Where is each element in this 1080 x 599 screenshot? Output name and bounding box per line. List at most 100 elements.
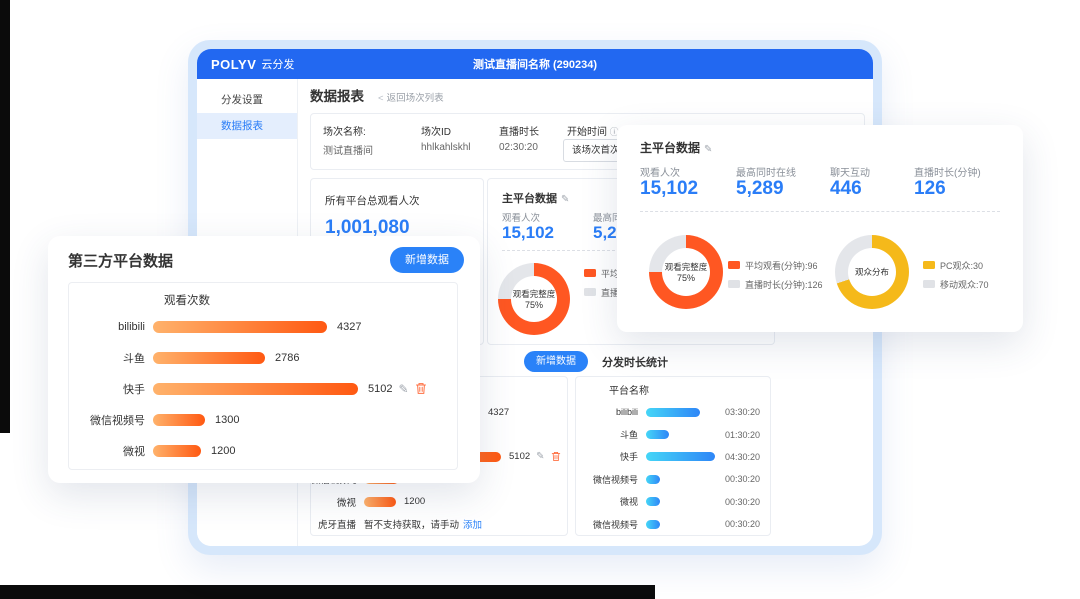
views-bar-row: 微视 1200 — [69, 435, 457, 466]
time-bar — [646, 474, 660, 484]
bar-value: 1200 — [211, 444, 236, 457]
bar-label: 微信视频号 — [592, 474, 638, 485]
stat-label: 聊天互动 — [830, 168, 870, 179]
completion-donut-overlay: 观看完整度 75% — [649, 235, 723, 309]
delete-icon[interactable] — [415, 382, 427, 395]
time-chart-header: 平台名称 — [609, 386, 649, 397]
duration-label: 直播时长 — [499, 127, 539, 138]
legend-item: PC观众:30 — [923, 259, 989, 271]
main-platform-title-overlay: 主平台数据 ✎ — [640, 141, 713, 155]
stat-value: 5,289 — [736, 178, 784, 199]
left-black-bar — [0, 0, 10, 433]
stat-value: 15,102 — [502, 223, 554, 242]
bar-label: 微视 — [123, 445, 145, 458]
brand-suffix: 云分发 — [261, 59, 295, 71]
bar-value: 4327 — [337, 320, 362, 333]
stat-label: 最高同时在线 — [736, 168, 796, 179]
bar-value: 1300 — [215, 413, 240, 426]
stat-value: 126 — [914, 178, 946, 199]
stat-value: 15,102 — [640, 178, 699, 199]
legend-label: 平均观看(分钟):96 — [745, 260, 818, 271]
legend-swatch — [728, 261, 740, 269]
views-bar — [153, 382, 358, 395]
stat-label: 观看人次 — [640, 168, 680, 179]
legend-item: 平均观看(分钟):96 — [728, 259, 823, 271]
time-bar-row: 微信视频号 00:30:20 — [576, 513, 770, 535]
donut-center-label: 观众分布 — [854, 267, 889, 277]
stat-label: 直播时长(分钟) — [914, 168, 981, 179]
edit-icon[interactable]: ✎ — [704, 144, 713, 155]
bar-value: 5102 — [509, 451, 531, 463]
main-platform-title-bg: 主平台数据 ✎ — [502, 193, 570, 205]
legend-swatch — [728, 280, 740, 288]
main-platform-card-overlay: 主平台数据 ✎ 观看人次 15,102 最高同时在线 5,289 聊天互动 446… — [617, 125, 1023, 332]
polyv-logo: POLYV — [211, 56, 257, 72]
dashed-divider — [640, 211, 1000, 212]
legend-swatch — [584, 288, 596, 296]
completion-donut-bg: 观看完整度 75% — [498, 263, 570, 335]
add-data-button[interactable]: 新增数据 — [524, 351, 588, 372]
time-bar — [646, 430, 669, 440]
sidebar-item-distribution-settings[interactable]: 分发设置 — [221, 94, 263, 106]
views-bar-row: 快手 5102 ✎ — [69, 373, 457, 404]
bar-label: 微信视频号 — [592, 519, 638, 530]
views-bar-row: 微信视频号 1300 — [69, 404, 457, 435]
delete-icon[interactable] — [551, 451, 561, 462]
edit-icon[interactable]: ✎ — [536, 451, 545, 463]
legend-label: PC观众:30 — [940, 260, 984, 271]
back-link[interactable]: < 返回场次列表 — [378, 90, 444, 104]
back-link-label: 返回场次列表 — [386, 93, 444, 104]
third-party-title: 第三方平台数据 — [68, 253, 174, 270]
bar-time-value: 04:30:20 — [724, 451, 760, 462]
add-data-button[interactable]: 新增数据 — [390, 247, 464, 273]
bar-label: 快手 — [619, 452, 638, 463]
start-time-label: 开始时间 ⓘ — [567, 127, 619, 138]
page-title: 数据报表 — [310, 89, 364, 104]
time-bar-row: 快手 04:30:20 — [576, 446, 770, 468]
bar-label: 快手 — [123, 383, 145, 396]
donut-center-label: 观看完整度 — [512, 289, 556, 299]
footer-note: 暂不支持获取，请手动 — [364, 520, 460, 532]
bar-time-value: 00:30:20 — [724, 519, 760, 530]
views-chart-box-overlay: 观看次数 bilibili 4327 斗鱼 2786 快手 5102 ✎ 微信视频号 1300 微… — [68, 282, 458, 470]
bar-value: 2786 — [275, 351, 300, 364]
stat-label: 观看人次 — [502, 213, 541, 224]
bar-value: 1200 — [404, 496, 426, 508]
stat-value: 446 — [830, 178, 862, 199]
session-name-value: 测试直播间 — [323, 146, 373, 157]
bar-label: 微视 — [619, 497, 638, 508]
distribution-title: 分发时长统计 — [602, 356, 668, 369]
session-id-label: 场次ID — [421, 127, 451, 138]
time-bar-row: 斗鱼 01:30:20 — [576, 423, 770, 445]
bar-label: 微信视频号 — [90, 414, 145, 427]
bottom-black-bar — [0, 585, 655, 599]
bar-label: bilibili — [118, 320, 145, 333]
views-chart-header-overlay: 观看次数 — [164, 295, 210, 307]
window-title: 测试直播间名称 (290234) — [472, 59, 598, 71]
add-link[interactable]: 添加 — [463, 520, 483, 532]
bar-value: 4327 — [488, 406, 510, 418]
bar-label: bilibili — [615, 407, 638, 418]
bar-time-value: 03:30:20 — [724, 407, 760, 418]
edit-icon[interactable]: ✎ — [561, 194, 570, 205]
bar-value: 5102 — [368, 382, 393, 395]
time-bar — [646, 452, 715, 462]
bar-time-value: 01:30:20 — [724, 429, 760, 440]
platform-label: 虎牙直播 — [317, 520, 356, 532]
donut-center-percent: 75% — [676, 273, 695, 283]
session-id-value: hhlkahlskhl — [421, 142, 471, 153]
sidebar-item-data-report[interactable]: 数据报表 — [197, 113, 297, 139]
audience-donut-overlay: 观众分布 — [835, 235, 909, 309]
views-bar-row: 斗鱼 2786 — [69, 342, 457, 373]
total-views-title: 所有平台总观看人次 — [325, 195, 420, 207]
bar-label: 斗鱼 — [123, 352, 145, 365]
time-bar-row: bilibili 03:30:20 — [576, 401, 770, 423]
views-bar — [153, 413, 205, 426]
views-bar — [153, 351, 265, 364]
bar-label: 微视 — [336, 497, 356, 509]
brand: POLYV 云分发 — [211, 49, 294, 79]
views-bar — [153, 320, 327, 333]
edit-icon[interactable]: ✎ — [398, 381, 409, 396]
time-chart-box: 平台名称 bilibili 03:30:20 斗鱼 01:30:20 快手 04:30:2… — [575, 376, 771, 536]
views-chart-footer: 虎牙直播 暂不支持获取，请手动 添加 — [311, 513, 567, 535]
